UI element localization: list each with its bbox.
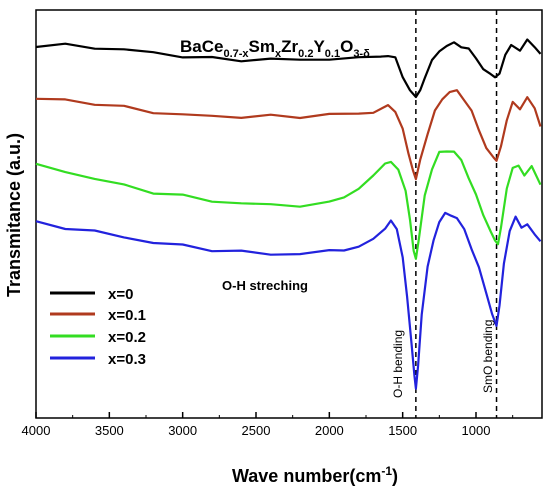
x-tick-label: 3500 [95,423,124,438]
annotation-smo-bending: SmO bending [481,320,495,393]
y-axis-label: Transmitance (a.u.) [4,133,24,297]
annotation-oh-bending: O-H bending [391,330,405,398]
reference-lines [415,10,498,418]
legend-label-x03: x=0.3 [108,351,146,368]
x-axis-label: Wave number(cm-1) [232,464,398,486]
x-tick-label: 3000 [168,423,197,438]
legend-item-x0: x=0 [50,286,133,303]
x-tick-label: 1500 [388,423,417,438]
series-line-x01 [35,89,542,181]
plot-frame [35,9,543,419]
x-tick-label: 4000 [22,423,51,438]
legend-item-x03: x=0.3 [50,351,146,368]
legend-label-x02: x=0.2 [108,329,146,346]
series-line-x02 [35,150,542,260]
chart-title: BaCe0.7-xSmxZr0.2Y0.1O3-δ [180,37,370,60]
series-group [35,38,542,390]
legend-label-x0: x=0 [108,286,133,303]
x-tick-label: 1000 [462,423,491,438]
legend-item-x01: x=0.1 [50,307,146,324]
legend-label-x01: x=0.1 [108,307,146,324]
series-line-x03 [35,211,542,390]
series-line-x0 [35,38,542,99]
x-axis-ticks: 4000 3500 3000 2500 2000 1500 1000 [22,412,514,438]
annotation-oh-stretching: O-H streching [222,278,308,293]
x-tick-label: 2000 [315,423,344,438]
legend-item-x02: x=0.2 [50,329,146,346]
legend: x=0 x=0.1 x=0.2 x=0.3 [50,286,146,368]
x-tick-label: 2500 [242,423,271,438]
